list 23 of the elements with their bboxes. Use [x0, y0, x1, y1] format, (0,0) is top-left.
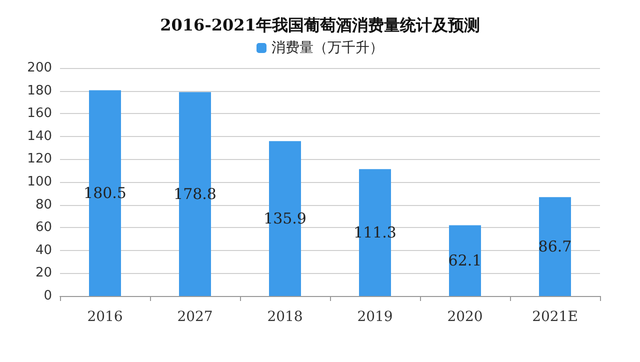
data-label: 86.7: [538, 238, 572, 256]
legend-label: 消费量（万千升）: [272, 40, 384, 56]
y-tick-label: 100: [27, 174, 52, 190]
data-label: 62.1: [448, 252, 482, 270]
y-tick-label: 60: [35, 220, 52, 236]
y-tick-label: 40: [35, 242, 52, 258]
y-tick-label: 20: [35, 266, 52, 281]
x-tick-label: 2027: [177, 309, 213, 325]
y-tick-label: 180: [27, 83, 52, 98]
bar: [539, 197, 571, 296]
y-tick-label: 140: [27, 128, 52, 144]
bar: [449, 225, 481, 296]
x-tick-label: 2016: [87, 309, 123, 325]
x-tick-label: 2018: [267, 309, 303, 325]
y-tick-label: 160: [27, 106, 52, 122]
x-tick-label: 2020: [447, 309, 483, 325]
y-tick-label: 0: [44, 288, 52, 304]
y-tick-label: 120: [27, 152, 52, 167]
y-tick-label: 80: [35, 197, 52, 212]
x-tick-label: 2019: [357, 309, 393, 325]
y-tick-label: 200: [27, 60, 52, 76]
x-tick-label: 2021E: [532, 309, 578, 325]
chart-title: 2016-2021年我国葡萄酒消费量统计及预测: [160, 16, 480, 34]
